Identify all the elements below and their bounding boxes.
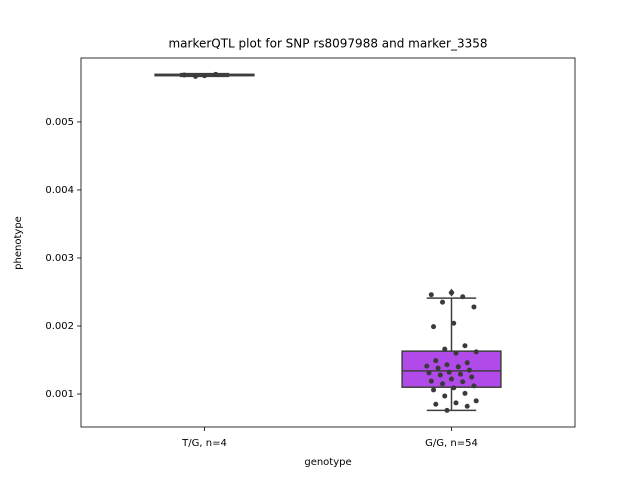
y-tick-label: 0.003: [45, 253, 74, 264]
strip-point: [428, 378, 434, 384]
plot-frame: [80, 57, 576, 428]
x-tick-label: T/G, n=4: [181, 438, 227, 449]
strip-point: [464, 403, 470, 409]
strip-point: [193, 73, 199, 79]
strip-point: [457, 371, 463, 377]
box: [401, 350, 502, 388]
strip-point: [428, 292, 434, 298]
strip-point: [426, 370, 432, 376]
y-tick-label: 0.001: [45, 389, 74, 400]
strip-point: [431, 324, 437, 330]
strip-point: [451, 385, 457, 391]
strip-point: [460, 379, 466, 385]
strip-point: [471, 304, 477, 310]
x-axis-label: genotype: [304, 457, 351, 468]
strip-point: [460, 294, 466, 300]
y-tick-label: 0.002: [45, 321, 74, 332]
strip-point: [451, 320, 457, 326]
strip-point: [202, 73, 207, 79]
strip-point: [449, 376, 454, 382]
strip-point: [464, 360, 470, 366]
strip-point: [213, 71, 219, 77]
y-tick-label: 0.004: [45, 185, 74, 196]
y-axis-label: phenotype: [13, 216, 24, 270]
strip-point: [431, 387, 437, 393]
strip-point: [435, 365, 441, 371]
chart-title: markerQTL plot for SNP rs8097988 and mar…: [168, 37, 487, 51]
strip-point: [444, 407, 450, 413]
strip-point: [442, 346, 448, 352]
strip-point: [433, 401, 439, 407]
strip-point: [473, 398, 479, 404]
strip-point: [469, 374, 475, 380]
strip-point: [473, 349, 479, 355]
strip-point: [453, 400, 459, 406]
strip-point: [424, 363, 430, 369]
x-tick-label: G/G, n=54: [425, 438, 478, 449]
strip-point: [453, 350, 459, 356]
y-tick-label: 0.005: [45, 117, 74, 128]
strip-point: [440, 381, 446, 387]
strip-point: [449, 290, 454, 296]
strip-point: [471, 383, 477, 389]
strip-point: [444, 362, 450, 368]
strip-point: [446, 369, 452, 375]
strip-point: [442, 393, 448, 399]
strip-point: [437, 372, 443, 378]
strip-point: [462, 343, 468, 349]
strip-point: [466, 367, 472, 373]
strip-point: [440, 299, 446, 305]
strip-point: [455, 364, 461, 370]
strip-point: [462, 390, 468, 396]
strip-point: [181, 72, 187, 78]
strip-point: [433, 358, 439, 364]
